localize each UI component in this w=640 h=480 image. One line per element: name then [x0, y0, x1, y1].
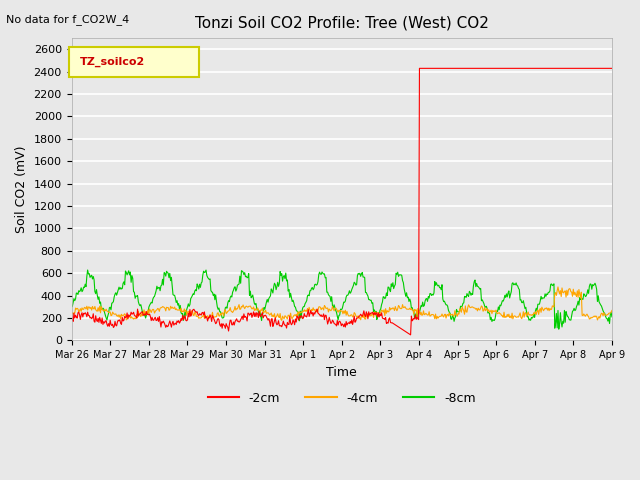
-8cm — [83, 274, 91, 279]
-4cm — [156, 309, 163, 314]
-2cm — [415, 65, 423, 71]
Text: TZ_soilco2: TZ_soilco2 — [79, 57, 145, 67]
-2cm — [156, 313, 163, 319]
-8cm — [608, 314, 616, 320]
-2cm — [608, 65, 616, 71]
-8cm — [559, 318, 566, 324]
-4cm — [554, 284, 562, 290]
-4cm — [68, 310, 76, 316]
-2cm — [212, 321, 220, 326]
-4cm — [244, 304, 252, 310]
-8cm — [84, 267, 92, 273]
-2cm — [407, 332, 415, 338]
-4cm — [559, 289, 566, 295]
Legend: -2cm, -4cm, -8cm: -2cm, -4cm, -8cm — [202, 387, 481, 410]
X-axis label: Time: Time — [326, 366, 357, 379]
-8cm — [245, 271, 253, 276]
Text: No data for f_CO2W_4: No data for f_CO2W_4 — [6, 14, 130, 25]
-2cm — [244, 311, 252, 316]
-2cm — [524, 65, 532, 71]
-4cm — [608, 308, 616, 313]
-8cm — [212, 299, 220, 304]
-8cm — [555, 326, 563, 332]
-4cm — [212, 314, 220, 320]
-4cm — [524, 311, 531, 317]
Line: -4cm: -4cm — [72, 287, 612, 320]
-2cm — [559, 65, 566, 71]
FancyBboxPatch shape — [69, 47, 198, 77]
-2cm — [68, 312, 76, 317]
Y-axis label: Soil CO2 (mV): Soil CO2 (mV) — [15, 145, 28, 233]
-8cm — [524, 314, 531, 320]
-4cm — [83, 303, 91, 309]
-4cm — [278, 317, 285, 323]
-8cm — [68, 304, 76, 310]
Title: Tonzi Soil CO2 Profile: Tree (West) CO2: Tonzi Soil CO2 Profile: Tree (West) CO2 — [195, 15, 489, 30]
Line: -2cm: -2cm — [72, 68, 612, 335]
-8cm — [156, 288, 164, 294]
-2cm — [83, 314, 91, 320]
Line: -8cm: -8cm — [72, 270, 612, 329]
